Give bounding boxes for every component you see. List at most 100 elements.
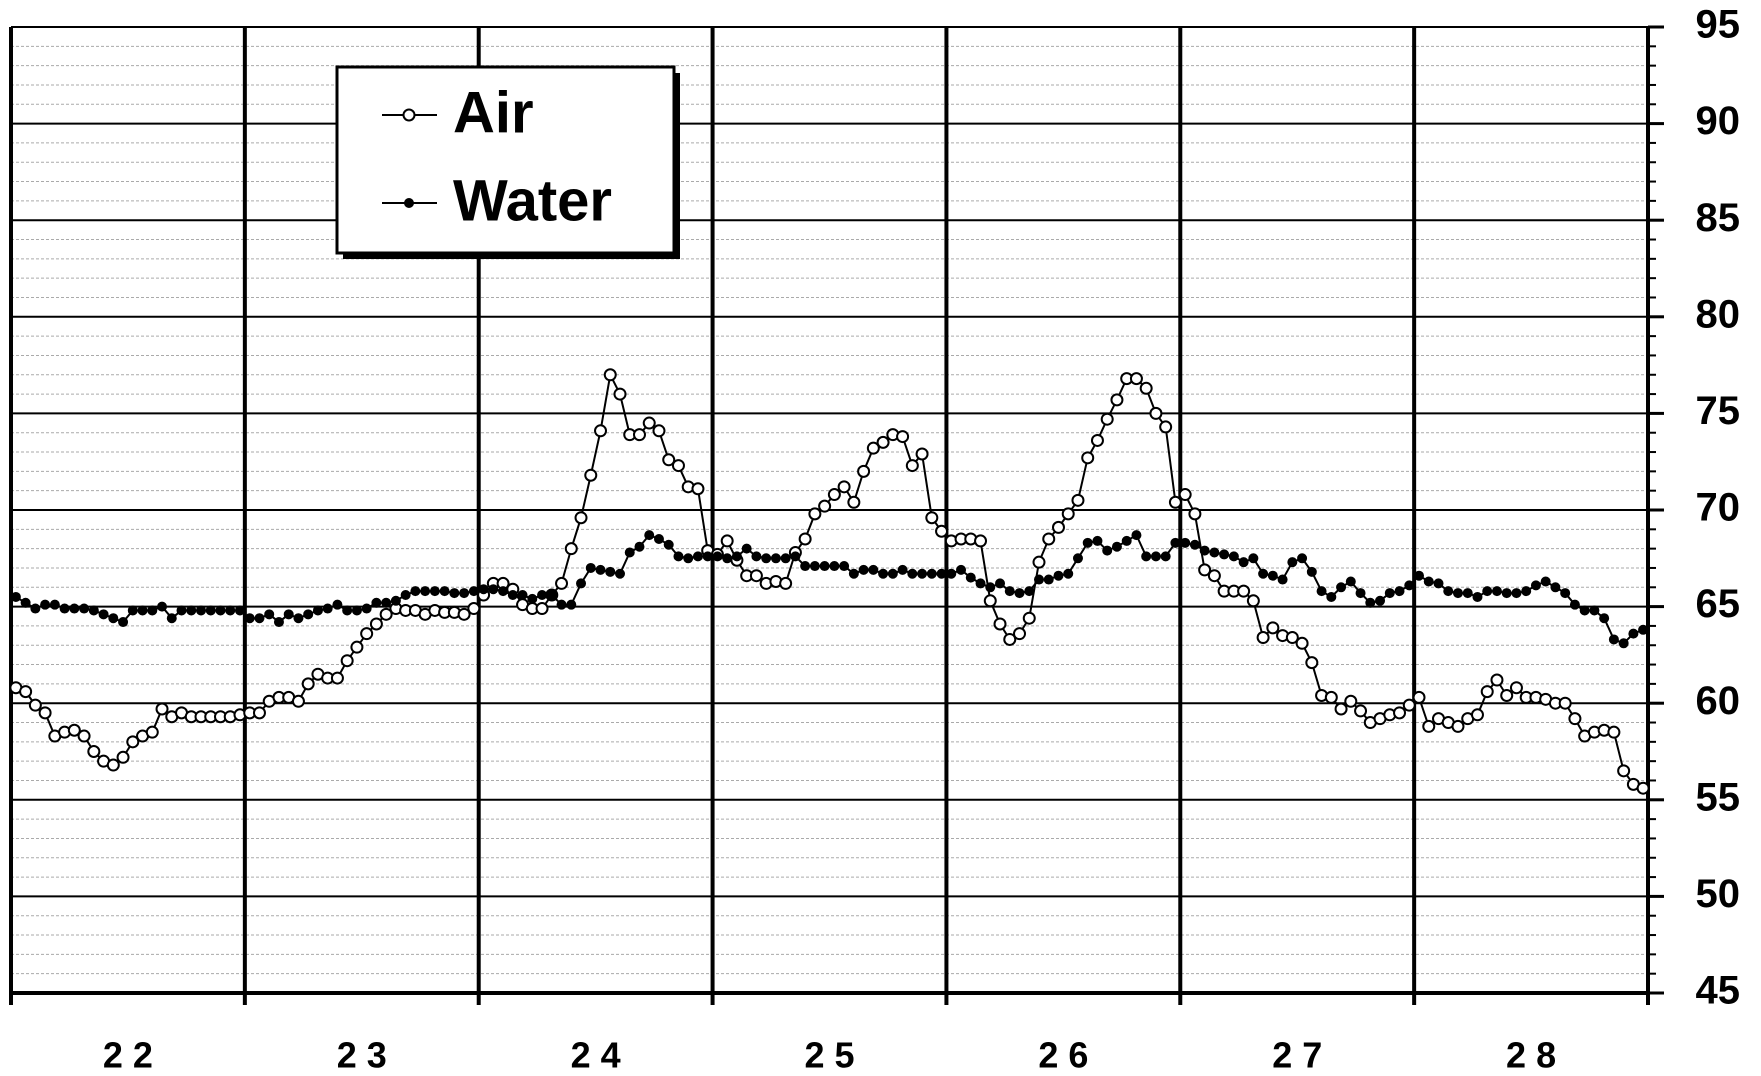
data-point xyxy=(1628,628,1639,639)
data-point xyxy=(88,605,99,616)
data-point xyxy=(848,568,859,579)
legend-label: Air xyxy=(453,80,534,145)
data-point xyxy=(1061,507,1075,521)
data-point xyxy=(1423,576,1434,587)
data-point xyxy=(566,599,577,610)
data-point xyxy=(712,551,723,562)
y-tick-label: 50 xyxy=(1696,872,1741,916)
x-tick-label: 2 5 xyxy=(804,1035,854,1076)
data-point xyxy=(1306,566,1317,577)
data-point xyxy=(1521,586,1532,597)
data-point xyxy=(379,607,393,621)
data-point xyxy=(38,706,52,720)
data-point xyxy=(741,543,752,554)
data-point xyxy=(1636,781,1650,795)
data-point xyxy=(1131,530,1142,541)
data-point xyxy=(369,617,383,631)
x-tick-label: 2 2 xyxy=(103,1035,153,1076)
data-point xyxy=(564,542,578,556)
data-point xyxy=(1258,568,1269,579)
data-point xyxy=(87,745,101,758)
data-point xyxy=(1344,694,1358,708)
data-point xyxy=(361,603,372,614)
data-point xyxy=(291,694,305,708)
data-point xyxy=(1199,545,1210,556)
data-point xyxy=(594,424,608,438)
data-point xyxy=(1394,586,1405,597)
data-point xyxy=(1267,570,1278,581)
data-point xyxy=(1004,586,1015,597)
data-point xyxy=(1110,393,1124,407)
data-point xyxy=(1589,605,1600,616)
data-point xyxy=(1248,553,1259,564)
data-point xyxy=(1334,702,1348,716)
data-point xyxy=(1121,535,1132,546)
data-point xyxy=(1043,574,1054,585)
data-point xyxy=(615,568,626,579)
data-point xyxy=(720,534,734,548)
data-point xyxy=(1402,698,1416,712)
data-point xyxy=(30,603,41,614)
data-point xyxy=(234,605,245,616)
data-point xyxy=(283,609,294,620)
data-point xyxy=(691,482,705,496)
data-point xyxy=(790,551,801,562)
data-point xyxy=(1638,624,1649,635)
data-point xyxy=(925,511,939,525)
data-point xyxy=(1024,586,1035,597)
data-point xyxy=(1159,420,1173,434)
data-point xyxy=(1452,588,1463,599)
data-point xyxy=(1540,576,1551,587)
data-point xyxy=(837,480,851,494)
data-point xyxy=(1228,551,1239,562)
data-point xyxy=(1355,588,1366,599)
data-point xyxy=(166,613,177,624)
data-point xyxy=(1404,580,1415,591)
data-point xyxy=(1414,570,1425,581)
data-point xyxy=(77,729,91,743)
data-point xyxy=(983,594,997,608)
data-point xyxy=(731,551,742,562)
data-point xyxy=(1168,495,1182,509)
data-point xyxy=(252,706,266,720)
data-point xyxy=(818,499,832,513)
data-point xyxy=(1090,433,1104,447)
data-point xyxy=(1607,725,1621,739)
data-point xyxy=(780,553,791,564)
data-point xyxy=(312,605,323,616)
data-point xyxy=(634,541,645,552)
data-point xyxy=(264,609,275,620)
data-point xyxy=(225,605,236,616)
data-point xyxy=(1180,537,1191,548)
data-point xyxy=(808,507,822,521)
data-point xyxy=(147,605,158,616)
legend-marker xyxy=(404,198,414,208)
data-point xyxy=(897,564,908,575)
data-point xyxy=(1470,708,1484,722)
legend-label: Water xyxy=(453,168,612,233)
data-point xyxy=(642,416,656,430)
series-line xyxy=(15,371,1644,790)
data-point xyxy=(118,617,129,628)
data-point xyxy=(106,758,120,772)
data-point xyxy=(1305,656,1319,670)
y-tick-label: 45 xyxy=(1696,969,1741,1013)
data-point xyxy=(751,551,762,562)
data-point xyxy=(360,627,374,641)
data-point xyxy=(1443,586,1454,597)
data-point xyxy=(1579,605,1590,616)
data-point xyxy=(1316,586,1327,597)
data-point xyxy=(537,590,548,601)
data-point xyxy=(1042,532,1056,546)
data-point xyxy=(1617,764,1631,778)
data-point xyxy=(1237,584,1251,598)
data-point xyxy=(1490,673,1504,687)
data-point xyxy=(330,671,344,685)
data-point xyxy=(946,568,957,579)
data-point xyxy=(779,576,793,590)
data-point xyxy=(1482,586,1493,597)
data-point xyxy=(10,591,21,602)
data-point xyxy=(59,603,70,614)
data-point xyxy=(546,590,557,601)
data-point xyxy=(155,702,169,716)
